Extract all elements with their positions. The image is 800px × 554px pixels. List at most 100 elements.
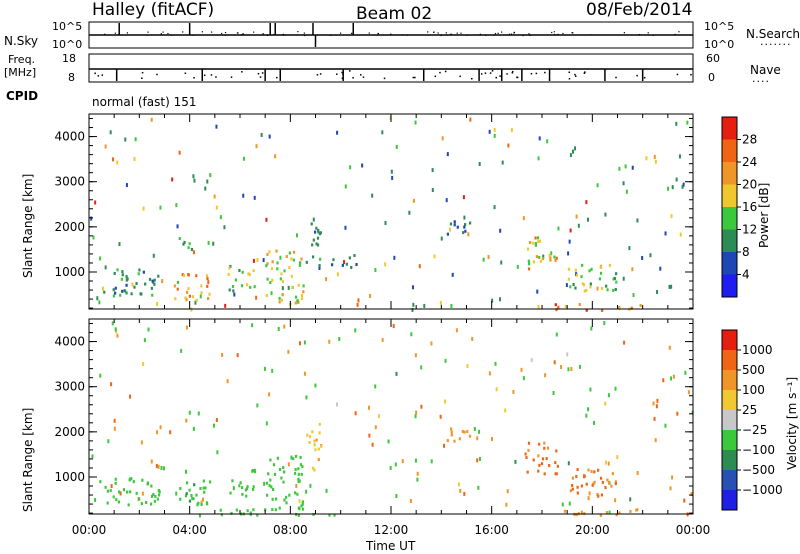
velocity-speck	[687, 390, 690, 395]
power-speck	[596, 183, 599, 188]
power-echo	[231, 284, 235, 288]
nsearch-dot	[437, 32, 439, 34]
velocity-echo	[543, 446, 546, 450]
power-colorbar-tick-label: 16	[742, 200, 757, 214]
power-echo	[153, 278, 156, 282]
power-echo	[205, 274, 209, 278]
power-speck	[574, 146, 577, 151]
nsearch-dot	[297, 31, 299, 33]
nave-dot	[316, 74, 319, 76]
power-echo	[278, 296, 281, 300]
velocity-speck	[394, 462, 397, 467]
nave-dot	[506, 73, 508, 75]
power-echo	[581, 282, 585, 286]
velocity-echo	[150, 502, 153, 506]
power-echo	[538, 255, 541, 259]
velocity-echo	[597, 468, 600, 472]
power-echo	[151, 293, 154, 297]
velocity-speck	[389, 466, 392, 471]
velocity-speck	[604, 460, 607, 465]
velocity-speck	[414, 353, 417, 358]
velocity-colorbar-swatch	[722, 450, 737, 470]
power-echo	[302, 284, 305, 288]
power-echo	[200, 284, 203, 288]
velocity-ytick-label: 3000	[54, 380, 85, 394]
power-speck	[318, 266, 321, 271]
velocity-speck	[455, 328, 458, 333]
velocity-echo	[576, 468, 579, 472]
velocity-echo	[328, 513, 331, 517]
velocity-echo	[301, 500, 304, 504]
nsearch-dot	[513, 32, 515, 34]
velocity-speck	[587, 496, 590, 501]
nsearch-dot	[652, 34, 654, 36]
nave-dot	[495, 76, 497, 79]
power-speck	[369, 293, 372, 298]
power-echo	[190, 247, 194, 251]
power-speck	[654, 159, 657, 164]
velocity-echo	[282, 480, 285, 484]
power-echo	[126, 277, 129, 281]
nsearch-dot	[146, 34, 148, 36]
nsearch-dot	[262, 33, 264, 35]
x-tick-label: 16:00	[474, 523, 509, 537]
velocity-speck	[430, 459, 433, 464]
velocity-echo	[278, 506, 281, 510]
velocity-colorbar-swatch	[722, 470, 737, 490]
velocity-speck	[188, 410, 191, 415]
power-speck	[233, 292, 236, 297]
velocity-speck	[589, 387, 592, 392]
velocity-speck	[338, 337, 341, 342]
x-tick-label: 00:00	[676, 523, 711, 537]
power-echo	[265, 264, 268, 268]
velocity-speck	[328, 339, 331, 344]
velocity-speck	[271, 368, 274, 373]
velocity-echo	[106, 489, 109, 493]
power-speck	[116, 160, 119, 165]
velocity-echo	[597, 494, 600, 498]
power-echo	[554, 303, 557, 307]
velocity-speck	[236, 353, 239, 358]
velocity-speck	[377, 414, 380, 419]
velocity-echo	[571, 487, 574, 491]
velocity-echo	[150, 494, 154, 498]
velocity-echo	[157, 488, 160, 492]
velocity-echo	[605, 511, 608, 515]
power-speck	[343, 260, 346, 265]
power-speck	[90, 216, 93, 221]
power-speck	[572, 149, 575, 154]
velocity-echo	[524, 452, 527, 456]
power-echo	[599, 265, 602, 269]
velocity-echo	[458, 437, 461, 441]
power-echo	[589, 282, 592, 286]
velocity-speck	[354, 411, 357, 416]
velocity-echo	[537, 454, 540, 458]
velocity-echo	[230, 511, 233, 515]
power-echo	[151, 279, 154, 283]
nave-dot	[459, 75, 461, 78]
power-colorbar-tick-label: 12	[742, 223, 757, 237]
nsearch-dot	[263, 34, 265, 36]
velocity-speck	[490, 436, 493, 441]
power-speck	[356, 302, 359, 307]
velocity-echo	[333, 513, 336, 517]
power-speck	[336, 272, 339, 277]
nsearch-dot	[242, 33, 244, 36]
nave-dot	[259, 76, 262, 78]
power-echo	[187, 287, 190, 291]
power-speck	[224, 303, 227, 308]
velocity-echo	[288, 493, 291, 497]
power-echo	[125, 291, 128, 295]
nave-dot	[516, 76, 519, 79]
nave-dot	[215, 76, 217, 78]
power-speck	[414, 120, 417, 125]
power-echo	[265, 294, 268, 298]
velocity-echo	[106, 501, 109, 505]
power-speck	[194, 300, 197, 305]
nsearch-dot	[450, 33, 452, 35]
velocity-speck	[653, 416, 656, 421]
x-tick-label: 12:00	[374, 523, 409, 537]
velocity-speck	[580, 510, 583, 515]
nsearch-dot	[224, 31, 227, 34]
nsearch-dot	[303, 34, 306, 37]
